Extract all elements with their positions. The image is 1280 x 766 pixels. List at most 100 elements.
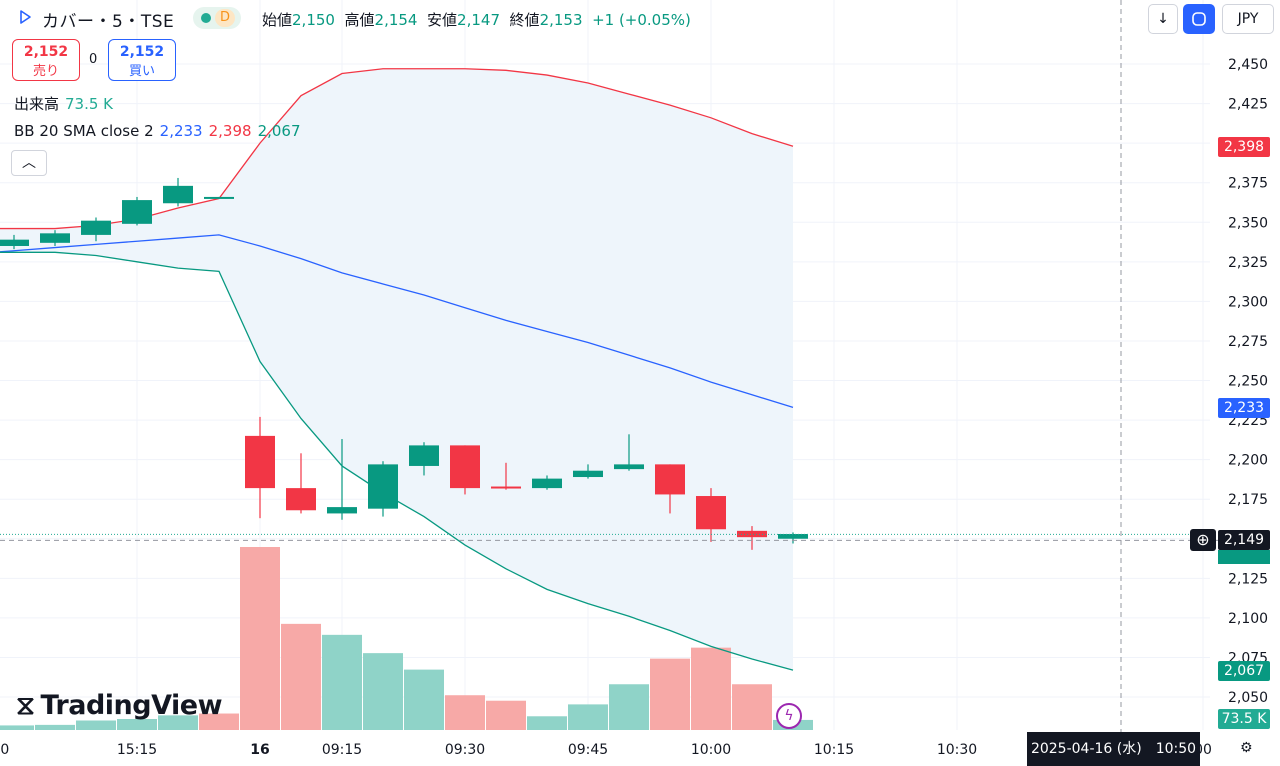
candle-body xyxy=(409,445,439,466)
time-tick-label: 10:30 xyxy=(937,742,977,758)
sell-button[interactable]: 2,152 売り xyxy=(12,39,80,81)
price-tick-label: 2,275 xyxy=(1228,334,1268,350)
settings-icon[interactable]: ⚙ xyxy=(1240,740,1253,756)
price-tick-label: 2,100 xyxy=(1228,611,1268,627)
volume-bar xyxy=(240,547,280,730)
time-tick-label: 09:30 xyxy=(445,742,485,758)
volume-bar xyxy=(568,704,608,730)
volume-bar xyxy=(445,695,485,730)
volume-bar xyxy=(527,716,567,730)
candle-body xyxy=(81,220,111,235)
add-alert-plus-icon[interactable]: ⊕ xyxy=(1190,529,1216,551)
change-value: +1 (+0.05%) xyxy=(592,11,691,29)
volume-legend-value: 73.5 K xyxy=(65,95,114,113)
collapse-legend-button[interactable]: ︿ xyxy=(11,150,47,176)
volume-bar xyxy=(0,725,34,730)
price-tick-label: 2,375 xyxy=(1228,176,1268,192)
lightning-icon[interactable]: ϟ xyxy=(776,703,802,729)
candle-body xyxy=(696,496,726,530)
buy-price: 2,152 xyxy=(119,44,165,60)
volume-bar xyxy=(404,669,444,730)
chart-header: カバー・5・TSE D 始値2,150 高値2,154 安値2,147 終値2,… xyxy=(0,0,700,36)
bb-legend[interactable]: BB 20 SMA close 2 2,233 2,398 2,067 xyxy=(14,122,307,140)
price-tick-label: 2,300 xyxy=(1228,294,1268,310)
open-label: 始値 xyxy=(262,11,293,29)
candle-body xyxy=(491,486,521,489)
price-tick-label: 2,050 xyxy=(1228,690,1268,706)
volume-bar xyxy=(117,719,157,730)
bb-upper-value: 2,398 xyxy=(208,122,252,140)
time-tick-label: 09:15 xyxy=(322,742,362,758)
buy-button[interactable]: 2,152 買い xyxy=(108,39,176,81)
symbol-title[interactable]: カバー・5・TSE xyxy=(42,12,175,32)
low-label: 安値 xyxy=(427,11,458,29)
volume-legend[interactable]: 出来高 73.5 K xyxy=(14,93,113,114)
volume-bar xyxy=(322,634,362,730)
buy-label: 買い xyxy=(128,64,155,79)
price-tick-label: 2,250 xyxy=(1228,374,1268,390)
spread-value: 0 xyxy=(89,52,98,67)
volume-bar xyxy=(76,720,116,730)
crosshair-date-tag: 2025-04-16 (水) 10:50 xyxy=(1027,732,1200,766)
price-tick-label: 2,325 xyxy=(1228,255,1268,271)
price-tick-label: 2,450 xyxy=(1228,57,1268,73)
time-axis: 5:00 15:15 16 09:15 09:30 09:45 10:00 10:15 10:3… xyxy=(0,742,1212,758)
bb-basis-value: 2,233 xyxy=(159,122,203,140)
candle-body xyxy=(614,464,644,470)
bollinger-band-area xyxy=(0,68,793,671)
time-tick-label: 15:15 xyxy=(117,742,157,758)
bb-upper-price-tag: 2,398 xyxy=(1218,137,1270,157)
open-value: 2,150 xyxy=(292,11,335,29)
market-status-badge[interactable]: D xyxy=(193,7,241,29)
time-tick-label: 10:15 xyxy=(814,742,854,758)
chart-overlay-lines xyxy=(0,0,1218,732)
volume-bar xyxy=(35,724,75,730)
candle-body xyxy=(327,507,357,514)
download-button[interactable]: ↓ xyxy=(1148,4,1178,34)
time-tick-label: 5:00 xyxy=(0,742,9,758)
candle-body xyxy=(655,464,685,495)
bollinger-band-fill xyxy=(0,68,793,671)
high-label: 高値 xyxy=(344,11,375,29)
time-tick-label: 16 xyxy=(250,742,269,758)
volume-bar xyxy=(158,715,198,730)
candle-body xyxy=(40,233,70,243)
price-tick-label: 2,125 xyxy=(1228,571,1268,587)
tradingview-wordmark: TradingView xyxy=(40,690,223,721)
delayed-data-badge: D xyxy=(215,9,235,27)
market-open-dot-icon xyxy=(201,13,211,23)
bb-basis-line xyxy=(0,234,794,409)
high-value: 2,154 xyxy=(374,11,418,29)
volume-bar xyxy=(281,623,321,730)
candle-body xyxy=(204,196,234,199)
volume-bar xyxy=(363,653,403,730)
close-value: 2,153 xyxy=(539,11,583,29)
volume-legend-label: 出来高 xyxy=(14,95,60,113)
tradingview-mark-icon: ⧖ xyxy=(16,690,35,721)
price-tick-label: 2,425 xyxy=(1228,97,1268,113)
candle-body xyxy=(450,445,480,489)
tradingview-logo[interactable]: ⧖ TradingView xyxy=(16,690,223,722)
play-icon[interactable] xyxy=(16,8,34,26)
candle-body xyxy=(245,435,275,489)
volume-bar xyxy=(732,684,772,730)
volume-bar xyxy=(486,700,526,730)
volume-bar xyxy=(650,658,690,730)
candle-body xyxy=(573,470,603,478)
candle-body xyxy=(368,464,398,509)
time-tick-label: 09:45 xyxy=(568,742,608,758)
arrow-down-icon: ↓ xyxy=(1157,11,1169,27)
volume-bar xyxy=(199,713,239,730)
volume-bar xyxy=(691,647,731,730)
chevron-up-icon: ︿ xyxy=(22,155,36,171)
candle-body xyxy=(163,185,193,204)
bb-lower-value: 2,067 xyxy=(257,122,301,140)
sync-button[interactable] xyxy=(1183,4,1215,34)
price-tick-label: 2,175 xyxy=(1228,492,1268,508)
bb-legend-label: BB 20 SMA close 2 xyxy=(14,122,154,140)
candle-body xyxy=(122,200,152,224)
currency-selector[interactable]: JPY xyxy=(1222,4,1274,34)
price-tick-label: 2,350 xyxy=(1228,215,1268,231)
price-tick-label: 2,200 xyxy=(1228,453,1268,469)
